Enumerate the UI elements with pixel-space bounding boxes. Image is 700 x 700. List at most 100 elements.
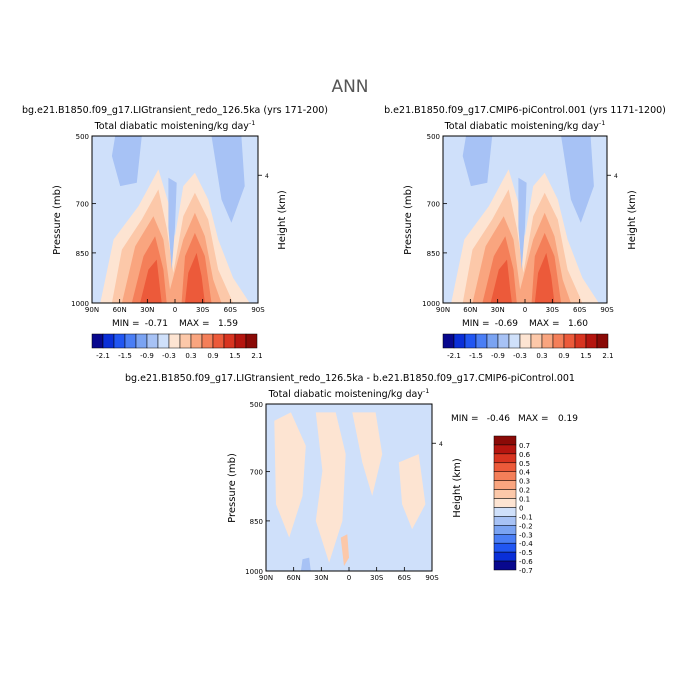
colorbar-swatch — [234, 333, 247, 349]
colorbar-label: -0.3 — [513, 352, 527, 360]
height-tick-label: 4 — [614, 173, 618, 180]
panel-picontrol: b.e21.B1850.f09_g17.CMIP6-piControl.001 … — [384, 105, 666, 360]
colorbar-swatch — [493, 560, 517, 571]
colorbar-swatch — [464, 333, 477, 349]
colorbar-swatch — [493, 462, 517, 472]
colorbar-swatch — [190, 333, 203, 349]
max-value: 0.19 — [558, 414, 578, 424]
x-tick-label: 0 — [173, 306, 177, 314]
colorbar-label: -0.5 — [519, 549, 533, 557]
negative-region-nh-upper — [111, 136, 142, 187]
colorbar-label: -0.9 — [491, 352, 505, 360]
min-label: MIN = — [462, 319, 490, 329]
colorbar-label: -0.2 — [519, 522, 533, 530]
y-tick-label: 850 — [427, 250, 440, 258]
x-tick-label: 30N — [140, 306, 154, 314]
min-value: -0.46 — [487, 414, 511, 424]
colorbar-swatch — [541, 333, 554, 349]
y-tick-label: 1000 — [422, 300, 440, 308]
min-value: -0.69 — [495, 319, 519, 329]
height-tick-label: 4 — [265, 173, 269, 180]
diff-positive-tropics — [315, 412, 346, 563]
colorbar-swatch — [596, 333, 609, 349]
y-axis-label: Pressure (mb) — [52, 185, 63, 255]
colorbar-label: -1.5 — [469, 352, 483, 360]
colorbar-swatch — [113, 333, 126, 349]
colorbar-swatch — [508, 333, 521, 349]
max-label: MAX = — [529, 319, 560, 329]
axes: 90N 60N 30N 0 30S 60S 90S 500 700 850 1000 4 — [422, 133, 618, 314]
colorbar-swatch — [475, 333, 488, 349]
axes: 90N 60N 30N 0 30S 60S 90S 500 700 850 1000 4 — [71, 133, 269, 314]
diff-negative-min — [300, 557, 311, 571]
colorbar-label: 0.3 — [185, 352, 196, 360]
colorbar-swatch — [91, 333, 104, 349]
x-tick-label: 60S — [224, 306, 238, 314]
x-tick-label: 30N — [491, 306, 505, 314]
colorbar-label: 0.4 — [519, 469, 531, 477]
y-tick-label: 500 — [427, 133, 440, 141]
colorbar-label: -0.6 — [519, 558, 533, 566]
x-tick-label: 90N — [436, 306, 450, 314]
y-axis-label: Pressure (mb) — [227, 453, 238, 523]
colorbar-swatch — [493, 435, 517, 446]
panel-title: Total diabatic moistening/kg day-1 — [268, 387, 430, 400]
colorbar-swatch — [124, 333, 137, 349]
x-tick-label: 60S — [398, 574, 412, 582]
axes: 90N 60N 30N 0 30S 60S 90S 500 700 850 1000 4 — [245, 401, 443, 582]
y-tick-label: 1000 — [245, 568, 263, 576]
x-tick-label: 90N — [85, 306, 99, 314]
colorbar-swatch — [493, 542, 517, 553]
contour-field — [92, 136, 258, 303]
case-label: bg.e21.B1850.f09_g17.LIGtransient_redo_1… — [125, 373, 575, 384]
equatorial-negative-strip — [518, 177, 527, 270]
height-axis-label: Height (km) — [277, 190, 288, 250]
colorbar-swatch — [493, 453, 517, 464]
y-tick-label: 1000 — [71, 300, 89, 308]
min-value: -0.71 — [145, 319, 168, 329]
positive-band-1.5 — [140, 252, 205, 303]
colorbar-swatch — [486, 333, 499, 349]
colorbar-swatch — [519, 333, 532, 349]
colorbar-label: 0 — [519, 504, 523, 512]
page-title: ANN — [331, 77, 368, 97]
colorbar-swatch — [493, 480, 517, 490]
positive-band-1.5 — [490, 252, 555, 303]
colorbar-label: -2.1 — [96, 352, 110, 360]
colorbar-swatch — [585, 333, 598, 349]
colorbar-swatch — [135, 333, 148, 349]
diff-positive-nh — [274, 412, 306, 538]
y-tick-label: 850 — [250, 518, 263, 526]
colorbar-swatch — [157, 333, 170, 349]
y-tick-label: 500 — [250, 401, 263, 409]
colorbar: 0.70.60.50.40.30.20.10-0.1-0.2-0.3-0.4-0… — [493, 435, 533, 575]
colorbar-swatch — [493, 525, 517, 535]
colorbar-label: 0.7 — [519, 442, 530, 450]
panel-title: Total diabatic moistening/kg day-1 — [444, 119, 606, 132]
colorbar-label: -0.3 — [162, 352, 176, 360]
x-tick-label: 90S — [251, 306, 265, 314]
panel-title: Total diabatic moistening/kg day-1 — [94, 119, 256, 132]
height-axis-label: Height (km) — [627, 190, 638, 250]
colorbar-swatch — [493, 516, 517, 526]
x-tick-label: 30N — [314, 574, 328, 582]
negative-region-nh-upper — [462, 136, 493, 187]
colorbar-label: 2.1 — [251, 352, 262, 360]
colorbar-swatch — [453, 333, 466, 349]
colorbar-swatch — [497, 333, 510, 349]
x-tick-label: 60N — [287, 574, 301, 582]
panel-difference: bg.e21.B1850.f09_g17.LIGtransient_redo_1… — [125, 373, 578, 582]
case-label: bg.e21.B1850.f09_g17.LIGtransient_redo_1… — [22, 105, 328, 116]
x-tick-label: 0 — [523, 306, 527, 314]
contour-field — [443, 136, 607, 303]
case-label: b.e21.B1850.f09_g17.CMIP6-piControl.001 … — [384, 105, 666, 116]
x-tick-label: 30S — [546, 306, 560, 314]
x-tick-label: 60N — [113, 306, 127, 314]
colorbar-label: 0.9 — [207, 352, 218, 360]
colorbar-swatch — [245, 333, 258, 349]
colorbar-label: 1.5 — [580, 352, 591, 360]
colorbar-swatch — [442, 333, 455, 349]
contour-field — [266, 404, 432, 571]
colorbar-swatch — [493, 498, 517, 508]
